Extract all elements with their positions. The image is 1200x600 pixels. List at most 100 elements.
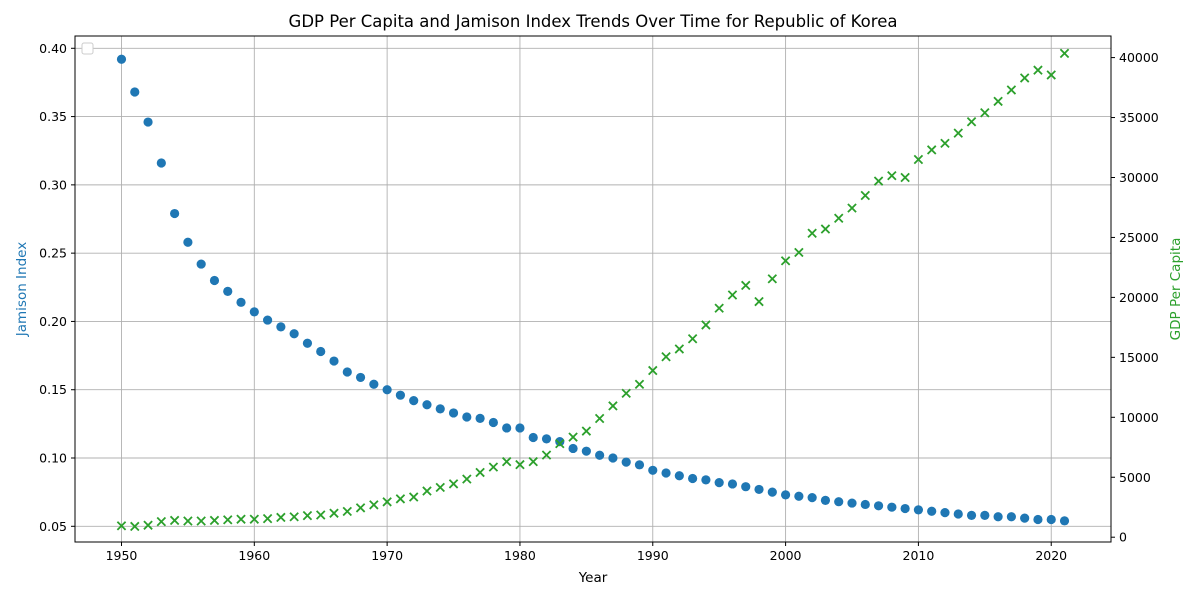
right-tick-label: 35000 bbox=[1119, 110, 1159, 125]
left-tick-label: 0.10 bbox=[39, 451, 67, 466]
gdp-point bbox=[940, 138, 950, 149]
gdp-point bbox=[528, 456, 538, 467]
gdp-point bbox=[701, 320, 711, 330]
jamison-point bbox=[873, 501, 884, 511]
jamison-point bbox=[741, 482, 751, 492]
gdp-point bbox=[488, 462, 499, 472]
jamison-point bbox=[143, 117, 153, 127]
left-tick-label: 0.30 bbox=[39, 177, 67, 192]
gdp-point bbox=[754, 296, 764, 307]
jamison-point bbox=[289, 329, 299, 339]
jamison-point bbox=[581, 446, 591, 456]
jamison-point bbox=[714, 477, 724, 488]
x-tick-label: 2010 bbox=[903, 548, 935, 563]
gdp-point bbox=[727, 290, 738, 300]
left-axis-label: Jamison Index bbox=[14, 242, 30, 337]
jamison-point bbox=[502, 423, 512, 433]
jamison-point bbox=[780, 490, 791, 500]
gdp-point bbox=[1046, 70, 1056, 80]
right-tick-label: 5000 bbox=[1119, 470, 1151, 485]
gdp-point bbox=[408, 492, 419, 502]
jamison-point bbox=[116, 54, 127, 64]
gdp-point bbox=[209, 515, 220, 526]
gdp-point bbox=[966, 116, 977, 127]
jamison-point bbox=[183, 237, 193, 247]
jamison-point bbox=[196, 259, 206, 269]
gdp-point bbox=[900, 172, 910, 183]
gdp-point bbox=[462, 474, 472, 484]
jamison-point bbox=[302, 338, 313, 348]
jamison-point bbox=[674, 471, 684, 481]
gdp-point bbox=[435, 482, 445, 493]
gdp-point bbox=[183, 516, 193, 526]
right-axis-label: GDP Per Capita bbox=[1168, 238, 1184, 341]
jamison-point bbox=[595, 450, 605, 460]
gdp-point bbox=[169, 515, 180, 526]
jamison-point bbox=[448, 408, 459, 418]
jamison-point bbox=[395, 390, 406, 400]
gdp-point bbox=[143, 520, 153, 530]
jamison-point bbox=[940, 508, 950, 518]
jamison-point bbox=[661, 468, 671, 478]
gdp-point bbox=[289, 512, 299, 522]
jamison-point bbox=[236, 297, 246, 307]
jamison-point bbox=[462, 412, 472, 422]
gdp-point bbox=[475, 467, 485, 478]
chart-title: GDP Per Capita and Jamison Index Trends … bbox=[289, 12, 898, 31]
gdp-point bbox=[156, 516, 167, 527]
gdp-point bbox=[355, 503, 366, 513]
jamison-point bbox=[913, 505, 924, 515]
jamison-point bbox=[701, 475, 711, 485]
gdp-point bbox=[820, 224, 831, 234]
jamison-point bbox=[807, 493, 817, 503]
right-tick-label: 25000 bbox=[1119, 230, 1159, 245]
jamison-point bbox=[130, 87, 140, 97]
empty-legend bbox=[81, 42, 94, 55]
plot-frame bbox=[74, 35, 1112, 543]
jamison-point bbox=[634, 460, 645, 470]
x-tick-label: 2020 bbox=[1035, 548, 1067, 563]
left-tick-label: 0.25 bbox=[39, 246, 67, 261]
gdp-point bbox=[581, 426, 592, 436]
jamison-point bbox=[249, 307, 259, 317]
jamison-point bbox=[860, 499, 870, 510]
gdp-point bbox=[236, 514, 246, 524]
jamison-point bbox=[727, 479, 738, 489]
jamison-point bbox=[342, 367, 352, 377]
gdp-point bbox=[674, 344, 685, 354]
gdp-point bbox=[276, 512, 286, 523]
gdp-point bbox=[794, 247, 804, 258]
jamison-point bbox=[1059, 516, 1070, 526]
left-tick-label: 0.20 bbox=[39, 314, 67, 329]
jamison-point bbox=[209, 275, 220, 286]
left-tick-label: 0.15 bbox=[39, 382, 67, 397]
gdp-point bbox=[807, 228, 817, 238]
jamison-point bbox=[475, 413, 485, 424]
right-tick-label: 0 bbox=[1119, 530, 1127, 545]
gdp-point bbox=[873, 176, 884, 186]
jamison-point bbox=[993, 512, 1003, 522]
left-axis-ticks: 0.05 0.10 0.15 0.20 0.25 0.30 0.35 0.40 bbox=[39, 41, 75, 534]
gdp-point bbox=[501, 456, 512, 467]
gdp-point bbox=[634, 379, 645, 390]
gdp-point bbox=[116, 521, 127, 531]
jamison-point bbox=[1006, 512, 1016, 522]
right-tick-label: 20000 bbox=[1119, 290, 1159, 305]
x-tick-label: 1990 bbox=[637, 548, 669, 563]
gdp-point bbox=[913, 154, 924, 165]
jamison-point bbox=[528, 432, 538, 443]
right-tick-label: 40000 bbox=[1119, 50, 1159, 65]
gdp-point bbox=[1059, 48, 1070, 59]
jamison-point bbox=[1020, 513, 1030, 523]
gdp-point bbox=[860, 190, 871, 201]
jamison-point bbox=[1046, 514, 1056, 525]
right-axis-ticks: 0 5000 10000 15000 20000 25000 30000 35000 40000 bbox=[1111, 50, 1159, 545]
gdp-point bbox=[1019, 73, 1030, 83]
left-tick-label: 0.35 bbox=[39, 109, 67, 124]
jamison-point bbox=[382, 385, 392, 395]
jamison-point bbox=[170, 208, 180, 219]
jamison-point bbox=[262, 315, 273, 325]
gdp-point bbox=[980, 108, 990, 118]
gdp-point bbox=[315, 510, 326, 520]
